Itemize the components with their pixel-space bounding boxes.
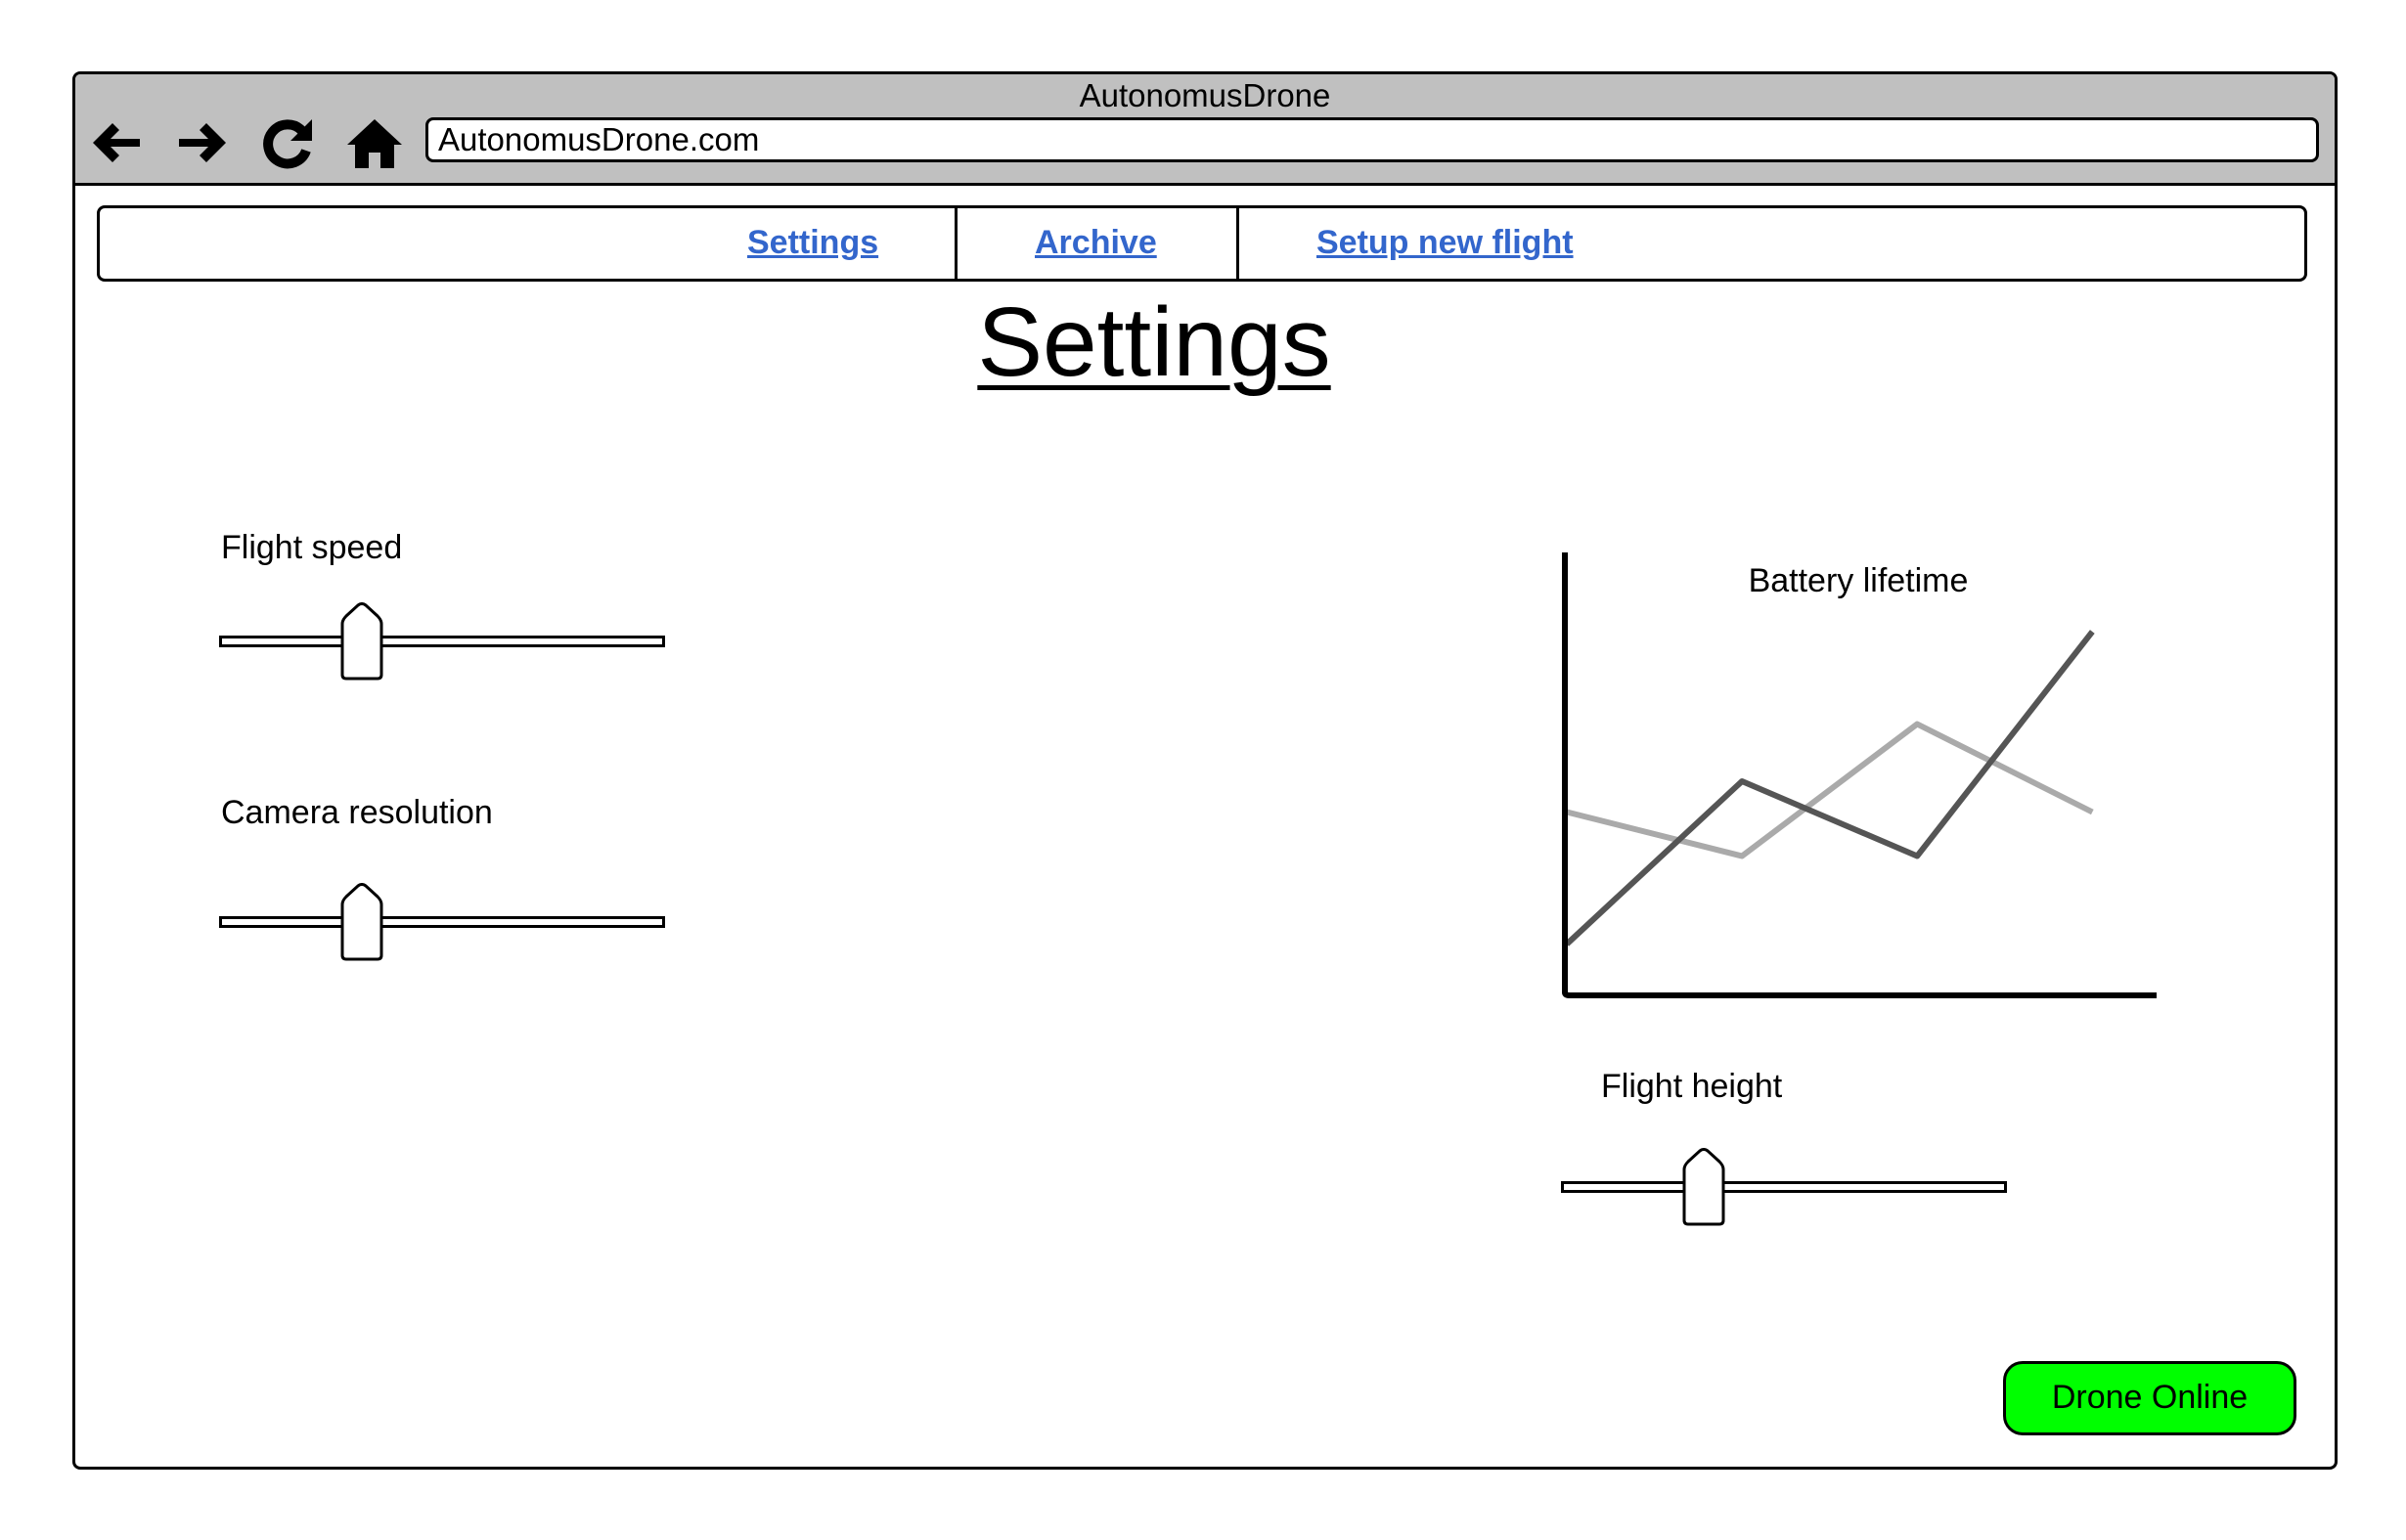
- top-navbar: Settings Archive Setup new flight: [97, 205, 2307, 282]
- camera-resolution-slider[interactable]: [219, 883, 665, 961]
- camera-resolution-label: Camera resolution: [221, 794, 493, 831]
- flight-height-label: Flight height: [1601, 1068, 1783, 1105]
- chart-axes: [1562, 552, 2157, 998]
- home-icon[interactable]: [343, 111, 406, 174]
- slider-thumb[interactable]: [338, 883, 385, 961]
- nav-divider: [1236, 208, 1239, 279]
- nav-link-settings[interactable]: Settings: [747, 224, 879, 261]
- drone-online-button[interactable]: Drone Online: [2003, 1361, 2296, 1435]
- slider-thumb[interactable]: [338, 602, 385, 681]
- page-title: Settings: [977, 287, 1331, 397]
- chart-series-line-2: [1566, 721, 2094, 859]
- slider-track: [219, 636, 665, 647]
- slider-thumb[interactable]: [1680, 1148, 1727, 1226]
- chart-series-line-1: [1564, 630, 2095, 946]
- flight-speed-slider[interactable]: [219, 602, 665, 681]
- chart-title: Battery lifetime: [1749, 562, 1969, 599]
- flight-speed-label: Flight speed: [221, 529, 403, 566]
- nav-divider: [955, 208, 958, 279]
- back-arrow-icon[interactable]: [85, 111, 148, 174]
- slider-track: [1561, 1181, 2007, 1193]
- browser-window: AutonomusDrone AutonomusDrone.com Settin…: [72, 71, 2338, 1470]
- slider-track: [219, 916, 665, 928]
- browser-chrome: AutonomusDrone AutonomusDrone.com: [75, 74, 2335, 186]
- url-field[interactable]: AutonomusDrone.com: [425, 117, 2319, 162]
- battery-lifetime-chart: Battery lifetime: [1545, 543, 2171, 1012]
- forward-arrow-icon[interactable]: [171, 111, 234, 174]
- nav-link-setup-new-flight[interactable]: Setup new flight: [1316, 224, 1574, 261]
- flight-height-slider[interactable]: [1561, 1148, 2007, 1226]
- window-title: AutonomusDrone: [1079, 77, 1331, 113]
- reload-icon[interactable]: [257, 111, 320, 174]
- nav-link-archive[interactable]: Archive: [1035, 224, 1157, 261]
